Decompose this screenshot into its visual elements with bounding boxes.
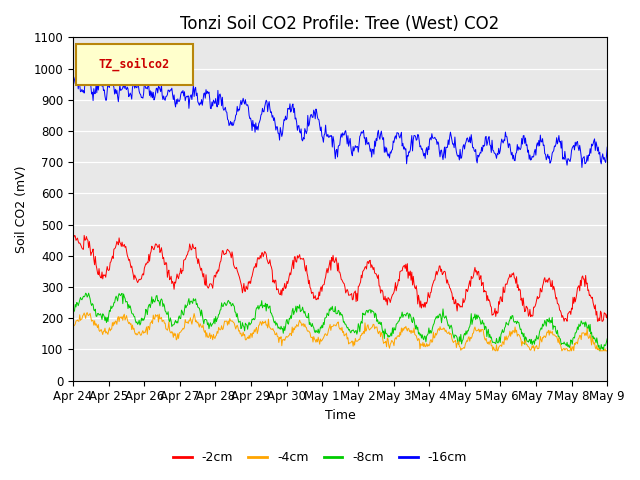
Line: -8cm: -8cm <box>73 293 607 351</box>
-16cm <box>79 89 86 95</box>
-16cm <box>604 144 611 150</box>
-16cm <box>406 149 413 155</box>
-2cm <box>421 304 429 310</box>
-2cm <box>79 246 86 252</box>
Line: -4cm: -4cm <box>73 312 607 351</box>
-4cm <box>83 310 91 315</box>
-4cm <box>134 330 142 336</box>
-16cm <box>134 83 142 88</box>
Line: -16cm: -16cm <box>73 73 607 168</box>
-2cm <box>406 273 413 278</box>
-8cm <box>406 311 413 317</box>
-8cm <box>69 308 77 314</box>
Title: Tonzi Soil CO2 Profile: Tree (West) CO2: Tonzi Soil CO2 Profile: Tree (West) CO2 <box>180 15 500 33</box>
-2cm <box>560 318 568 324</box>
-4cm <box>406 329 413 335</box>
X-axis label: Time: Time <box>324 409 355 422</box>
-8cm <box>217 307 225 312</box>
-4cm <box>604 348 611 354</box>
Y-axis label: Soil CO2 (mV): Soil CO2 (mV) <box>15 165 28 252</box>
-16cm <box>69 75 77 81</box>
Line: -2cm: -2cm <box>73 235 607 321</box>
-4cm <box>69 327 77 333</box>
Text: TZ_soilco2: TZ_soilco2 <box>99 58 170 71</box>
-4cm <box>217 326 225 332</box>
-16cm <box>578 165 586 170</box>
-2cm <box>81 232 88 238</box>
-8cm <box>604 336 611 342</box>
-2cm <box>134 278 142 284</box>
-2cm <box>189 241 196 247</box>
-4cm <box>492 348 500 354</box>
-16cm <box>84 71 92 76</box>
FancyBboxPatch shape <box>76 44 193 85</box>
-2cm <box>217 258 225 264</box>
Legend: -2cm, -4cm, -8cm, -16cm: -2cm, -4cm, -8cm, -16cm <box>168 446 472 469</box>
-8cm <box>134 320 142 326</box>
-8cm <box>82 290 90 296</box>
-16cm <box>189 89 196 95</box>
-2cm <box>604 311 611 317</box>
-8cm <box>596 348 604 354</box>
-4cm <box>421 344 429 349</box>
-4cm <box>79 313 86 319</box>
-8cm <box>79 295 86 301</box>
-8cm <box>421 334 429 339</box>
-2cm <box>69 235 77 241</box>
-8cm <box>189 300 196 306</box>
-16cm <box>217 95 225 101</box>
-4cm <box>189 317 196 323</box>
-16cm <box>421 156 429 161</box>
